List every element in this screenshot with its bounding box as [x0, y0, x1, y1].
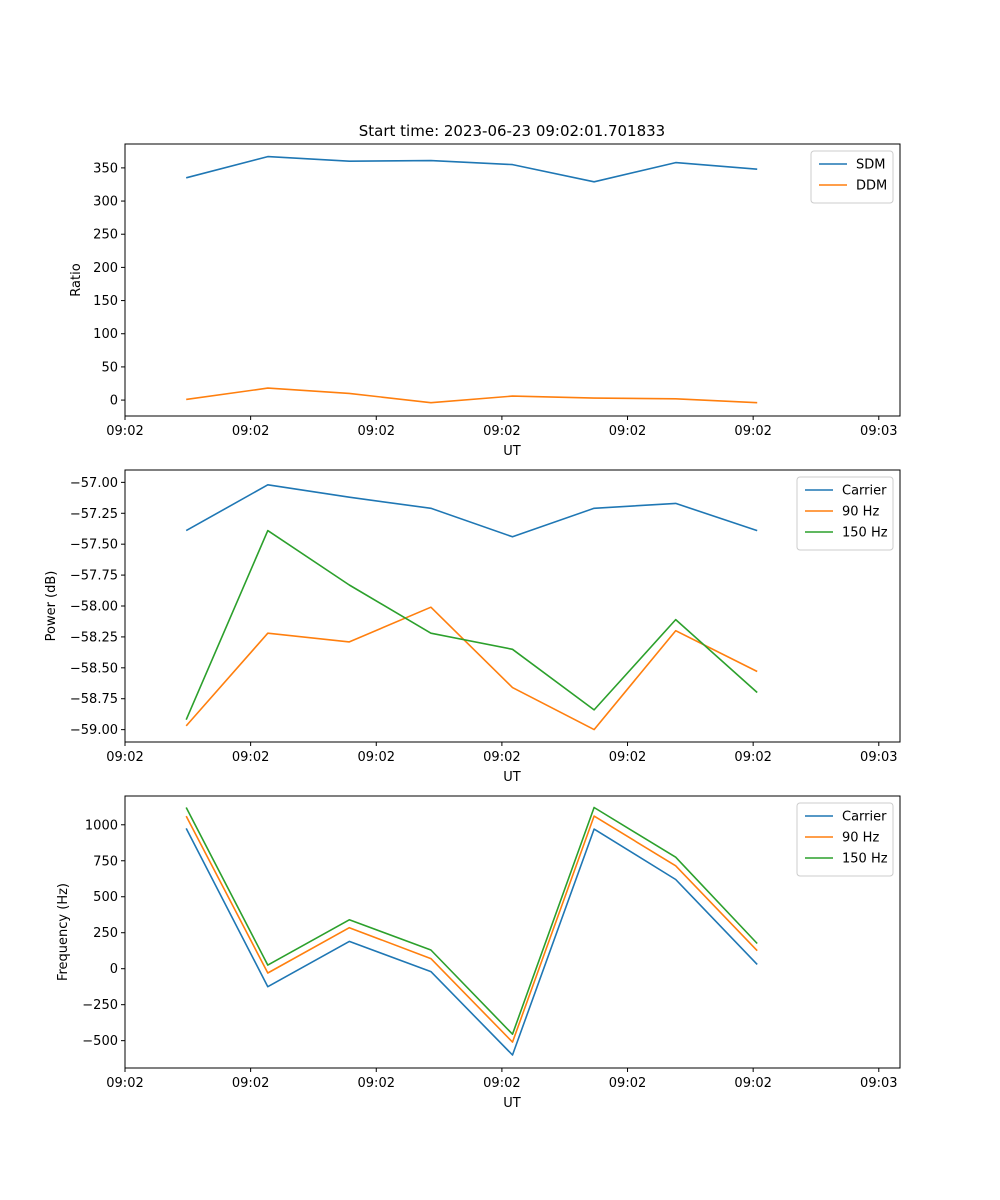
y-tick-label: 0 [110, 962, 118, 977]
legend-entry: DDM [856, 179, 887, 194]
series-line-90-hz [185, 815, 758, 1043]
legend: Carrier 90 Hz 150 Hz [796, 476, 894, 551]
legend: SDM DDM [810, 150, 894, 204]
series-line-carrier [185, 828, 758, 1056]
x-tick-label: 09:02 [609, 1076, 646, 1091]
y-tick-label: 200 [93, 261, 118, 276]
x-tick-label: 09:02 [106, 1076, 143, 1091]
x-tick-label: 09:02 [734, 1076, 771, 1091]
y-axis-label: Ratio [69, 263, 84, 296]
y-tick-label: 150 [93, 294, 118, 309]
x-tick-label: 09:02 [106, 750, 143, 765]
x-tick-label: 09:02 [106, 424, 143, 439]
y-tick-label: −250 [82, 998, 118, 1013]
x-tick-label: 09:02 [232, 1076, 269, 1091]
y-axis-label: Frequency (Hz) [56, 883, 71, 981]
y-tick-label: 50 [101, 360, 118, 375]
series-line-carrier [185, 483, 758, 538]
y-tick-label: −57.25 [70, 507, 118, 522]
y-tick-label: 500 [93, 890, 118, 905]
legend-entry: Carrier [842, 484, 887, 499]
legend-entry: Carrier [842, 810, 887, 825]
series-line-150-hz [185, 529, 758, 721]
figure-title: Start time: 2023-06-23 09:02:01.701833 [359, 122, 665, 140]
y-tick-label: −59.00 [70, 723, 118, 738]
subplot-2: 09:02 09:02 09:02 09:02 09:02 09:02 09:03 −59.0… [44, 469, 901, 785]
x-tick-label: 09:02 [734, 424, 771, 439]
y-tick-label: 750 [93, 854, 118, 869]
legend-entry: 90 Hz [842, 505, 879, 520]
y-tick-label: −57.50 [70, 538, 118, 553]
legend-entry: 150 Hz [842, 852, 888, 867]
y-tick-label: 0 [110, 394, 118, 409]
legend: Carrier 90 Hz 150 Hz [796, 802, 894, 877]
series-line-90-hz [185, 606, 758, 731]
y-tick-label: −57.00 [70, 476, 118, 491]
x-tick-label: 09:02 [483, 424, 520, 439]
x-tick-label: 09:02 [232, 424, 269, 439]
x-tick-label: 09:02 [483, 1076, 520, 1091]
series-line-150-hz [185, 806, 758, 1035]
y-tick-label: 100 [93, 327, 118, 342]
subplot-1: 09:02 09:02 09:02 09:02 09:02 09:02 09:03 0 50 10… [69, 143, 901, 459]
legend-entry: 150 Hz [842, 526, 888, 541]
legend-entry: 90 Hz [842, 831, 879, 846]
x-tick-label: 09:02 [358, 1076, 395, 1091]
y-tick-label: −58.50 [70, 661, 118, 676]
y-tick-label: 250 [93, 228, 118, 243]
x-tick-label: 09:03 [860, 424, 897, 439]
x-tick-label: 09:02 [734, 750, 771, 765]
x-axis-label: UT [503, 1096, 521, 1111]
y-tick-label: 300 [93, 195, 118, 210]
x-tick-label: 09:02 [609, 424, 646, 439]
x-tick-label: 09:02 [232, 750, 269, 765]
y-axis-label: Power (dB) [44, 571, 59, 642]
x-axis-label: UT [503, 770, 521, 785]
y-tick-label: 250 [93, 926, 118, 941]
series-line-sdm [185, 155, 758, 183]
x-tick-label: 09:02 [358, 750, 395, 765]
x-tick-label: 09:02 [358, 424, 395, 439]
legend-entry: SDM [856, 158, 885, 173]
y-tick-label: −58.25 [70, 630, 118, 645]
axes-frame [124, 143, 901, 417]
y-tick-label: 350 [93, 161, 118, 176]
x-tick-label: 09:02 [609, 750, 646, 765]
x-tick-label: 09:03 [860, 750, 897, 765]
y-tick-label: −58.00 [70, 600, 118, 615]
subplot-3: 09:02 09:02 09:02 09:02 09:02 09:02 09:03 −500 −… [56, 795, 901, 1111]
axes-frame [124, 469, 901, 743]
y-tick-label: −58.75 [70, 692, 118, 707]
x-axis-label: UT [503, 444, 521, 459]
y-tick-label: −57.75 [70, 569, 118, 584]
axes-frame [124, 795, 901, 1069]
y-tick-label: 1000 [85, 818, 118, 833]
y-tick-label: −500 [82, 1034, 118, 1049]
series-line-ddm [186, 387, 758, 404]
x-tick-label: 09:02 [483, 750, 520, 765]
x-tick-label: 09:03 [860, 1076, 897, 1091]
